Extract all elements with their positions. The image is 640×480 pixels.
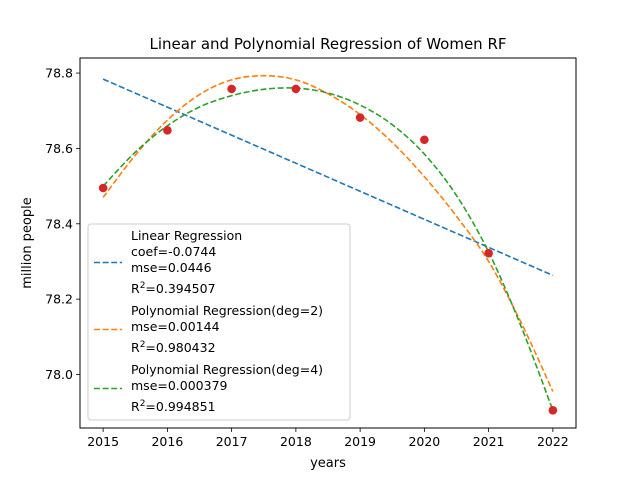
legend-entry-text: Polynomial Regression(deg=4): [131, 362, 323, 377]
legend-entry-text: R2=0.394507: [131, 281, 216, 296]
x-tick-label: 2022: [537, 434, 569, 449]
x-tick-label: 2015: [87, 434, 119, 449]
legend-entry-text: coef=-0.0744: [131, 244, 216, 259]
data-point: [227, 84, 236, 94]
x-tick-label: 2020: [408, 434, 440, 449]
x-tick-label: 2017: [216, 434, 248, 449]
y-tick-label: 78.0: [45, 367, 73, 382]
linear-regression-line: [102, 78, 554, 277]
data-points: [98, 84, 558, 415]
legend-entry-text: mse=0.000379: [131, 378, 228, 393]
legend-entry-text: R2=0.994851: [131, 399, 216, 414]
y-tick-label: 78.8: [45, 66, 73, 81]
chart-title: Linear and Polynomial Regression of Wome…: [149, 35, 506, 53]
data-point: [484, 248, 493, 258]
data-point: [291, 84, 301, 94]
data-point: [420, 135, 429, 145]
x-tick-label: 2016: [151, 434, 183, 449]
legend-entry-text: mse=0.00144: [131, 319, 220, 334]
plot-frame: [79, 57, 577, 429]
x-axis-label: years: [310, 456, 346, 471]
legend-entry-text: R2=0.980432: [131, 340, 216, 355]
legend-entry-text: mse=0.0446: [131, 260, 212, 275]
x-tick-label: 2021: [473, 434, 505, 449]
x-axis: 2015 2016 2017 2018 2019 2020 2021 2022: [87, 428, 569, 449]
data-point: [98, 183, 108, 193]
poly2-regression-line: [102, 74, 554, 392]
data-point: [548, 405, 558, 415]
legend-entry-text: Polynomial Regression(deg=2): [131, 303, 323, 318]
y-tick-label: 78.4: [45, 216, 73, 231]
data-point: [163, 126, 172, 135]
y-tick-label: 78.2: [45, 292, 73, 307]
y-axis: 78.0 78.2 78.4 78.6 78.8: [45, 66, 80, 382]
legend-box: [87, 223, 351, 421]
x-tick-label: 2018: [280, 434, 312, 449]
legend-entry-text: Linear Regression: [131, 228, 242, 243]
x-tick-label: 2019: [344, 434, 376, 449]
y-tick-label: 78.6: [45, 141, 73, 156]
data-point: [355, 113, 365, 122]
y-axis-label: million people: [20, 197, 35, 289]
